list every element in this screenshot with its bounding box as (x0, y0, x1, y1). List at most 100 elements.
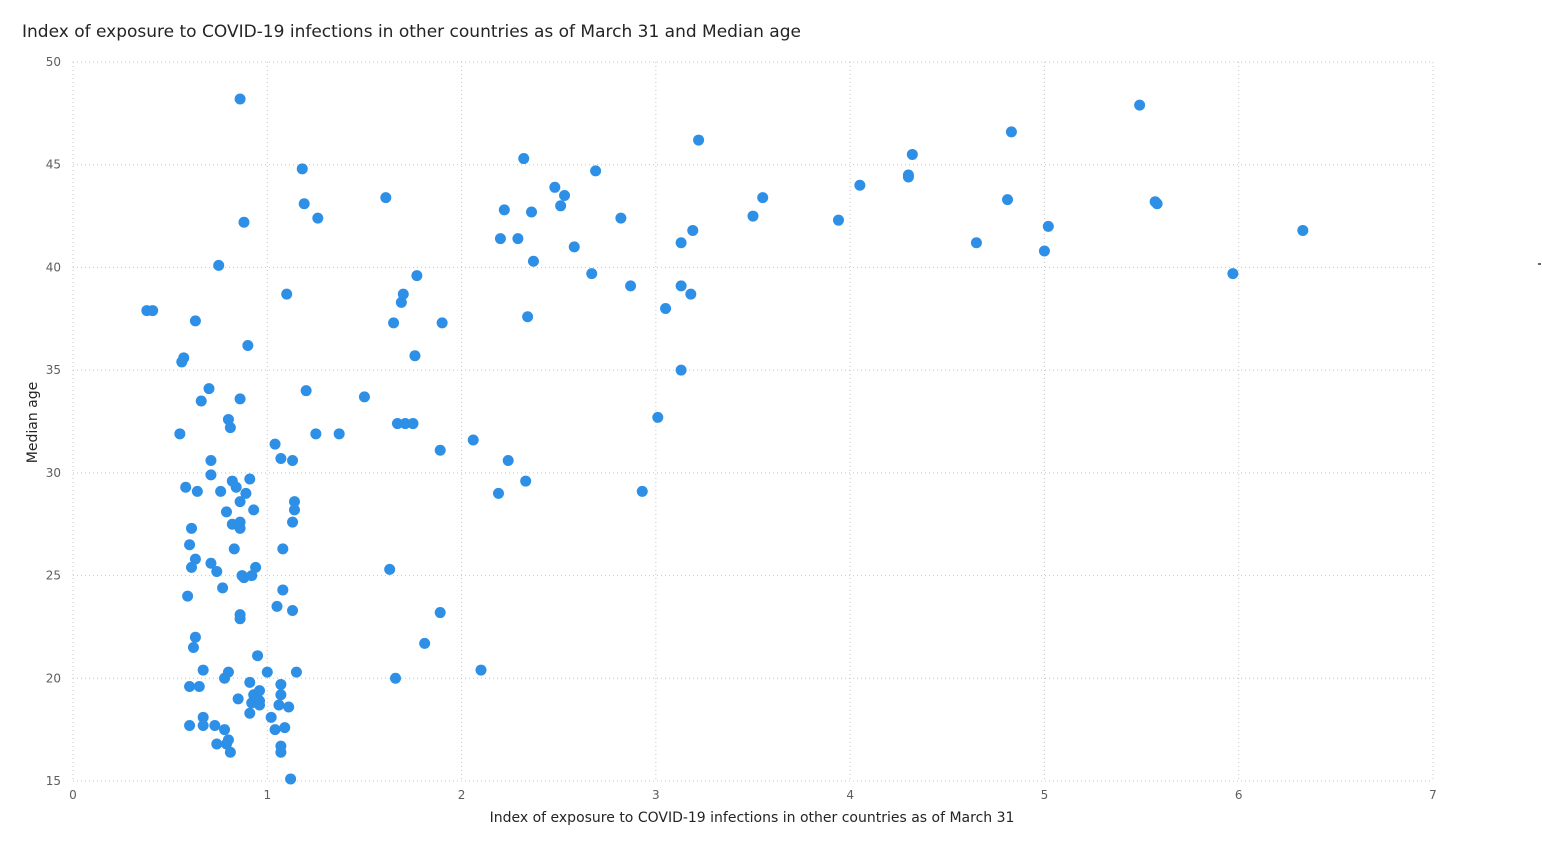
data-point[interactable] (234, 93, 246, 105)
data-point[interactable] (186, 561, 198, 573)
data-point[interactable] (147, 305, 159, 317)
data-point[interactable] (217, 582, 229, 594)
data-point[interactable] (590, 165, 602, 177)
data-point[interactable] (244, 676, 256, 688)
data-point[interactable] (211, 565, 223, 577)
data-point[interactable] (518, 153, 530, 165)
data-point[interactable] (411, 270, 423, 282)
data-point[interactable] (261, 666, 273, 678)
data-point[interactable] (275, 689, 287, 701)
data-point[interactable] (219, 724, 231, 736)
data-point[interactable] (197, 711, 209, 723)
data-point[interactable] (180, 481, 192, 493)
data-point[interactable] (906, 148, 918, 160)
data-point[interactable] (902, 171, 914, 183)
data-point[interactable] (273, 699, 285, 711)
data-point[interactable] (526, 206, 538, 218)
data-point[interactable] (1005, 126, 1017, 138)
data-point[interactable] (277, 584, 289, 596)
data-point[interactable] (625, 280, 637, 292)
data-point[interactable] (203, 383, 215, 395)
data-point[interactable] (182, 590, 194, 602)
data-point[interactable] (358, 391, 370, 403)
data-point[interactable] (283, 701, 295, 713)
data-point[interactable] (244, 473, 256, 485)
data-point[interactable] (1297, 224, 1309, 236)
data-point[interactable] (281, 288, 293, 300)
data-point[interactable] (388, 317, 400, 329)
data-point[interactable] (287, 604, 299, 616)
data-point[interactable] (230, 481, 242, 493)
data-point[interactable] (675, 280, 687, 292)
data-point[interactable] (434, 444, 446, 456)
data-point[interactable] (178, 352, 190, 364)
data-point[interactable] (502, 455, 514, 467)
data-point[interactable] (193, 681, 205, 693)
data-point[interactable] (228, 543, 240, 555)
data-point[interactable] (1227, 268, 1239, 280)
data-point[interactable] (195, 395, 207, 407)
data-point[interactable] (475, 664, 487, 676)
data-point[interactable] (854, 179, 866, 191)
data-point[interactable] (215, 485, 227, 497)
data-point[interactable] (205, 469, 217, 481)
data-point[interactable] (174, 428, 186, 440)
data-point[interactable] (434, 607, 446, 619)
data-point[interactable] (399, 418, 411, 430)
data-point[interactable] (296, 163, 308, 175)
data-point[interactable] (527, 255, 539, 267)
data-point[interactable] (380, 192, 392, 204)
data-point[interactable] (246, 570, 258, 582)
data-point[interactable] (675, 364, 687, 376)
data-point[interactable] (832, 214, 844, 226)
data-point[interactable] (244, 707, 256, 719)
data-point[interactable] (693, 134, 705, 146)
data-point[interactable] (222, 734, 234, 746)
data-point[interactable] (238, 216, 250, 228)
data-point[interactable] (269, 724, 281, 736)
data-point[interactable] (615, 212, 627, 224)
data-point[interactable] (213, 259, 225, 271)
data-point[interactable] (248, 504, 260, 516)
data-point[interactable] (390, 672, 402, 684)
data-point[interactable] (555, 200, 567, 212)
data-point[interactable] (288, 504, 300, 516)
data-point[interactable] (409, 350, 421, 362)
data-point[interactable] (391, 418, 403, 430)
data-point[interactable] (205, 455, 217, 467)
data-point[interactable] (512, 233, 524, 245)
data-point[interactable] (287, 455, 299, 467)
data-point[interactable] (275, 678, 287, 690)
data-point[interactable] (436, 317, 448, 329)
data-point[interactable] (288, 496, 300, 508)
data-point[interactable] (250, 561, 262, 573)
data-point[interactable] (189, 553, 201, 565)
data-point[interactable] (747, 210, 759, 222)
data-point[interactable] (234, 522, 246, 534)
data-point[interactable] (586, 268, 598, 280)
data-point[interactable] (559, 190, 571, 202)
data-point[interactable] (242, 339, 254, 351)
data-point[interactable] (300, 385, 312, 397)
data-point[interactable] (407, 418, 419, 430)
data-point[interactable] (224, 746, 236, 758)
data-point[interactable] (492, 487, 504, 499)
data-point[interactable] (685, 288, 697, 300)
data-point[interactable] (660, 303, 672, 315)
data-point[interactable] (467, 434, 479, 446)
data-point[interactable] (970, 237, 982, 249)
data-point[interactable] (310, 428, 322, 440)
data-point[interactable] (687, 224, 699, 236)
data-point[interactable] (333, 428, 345, 440)
data-point[interactable] (549, 181, 561, 193)
data-point[interactable] (269, 438, 281, 450)
data-point[interactable] (494, 233, 506, 245)
data-point[interactable] (222, 413, 234, 425)
data-point[interactable] (211, 738, 223, 750)
data-point[interactable] (675, 237, 687, 249)
data-point[interactable] (232, 693, 244, 705)
data-point[interactable] (220, 506, 232, 518)
data-point[interactable] (1002, 194, 1014, 206)
data-point[interactable] (279, 722, 291, 734)
data-point[interactable] (757, 192, 769, 204)
